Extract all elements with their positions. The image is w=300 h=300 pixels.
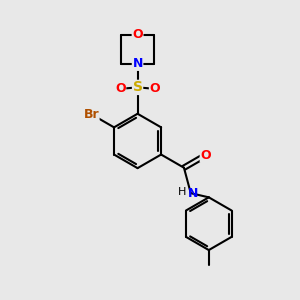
- Text: O: O: [115, 82, 126, 95]
- Text: O: O: [200, 149, 211, 162]
- Text: Br: Br: [83, 108, 99, 121]
- Text: S: S: [133, 80, 142, 94]
- Text: O: O: [149, 82, 160, 95]
- Text: N: N: [132, 57, 143, 70]
- Text: N: N: [188, 187, 198, 200]
- Text: O: O: [132, 28, 143, 41]
- Text: H: H: [178, 187, 186, 197]
